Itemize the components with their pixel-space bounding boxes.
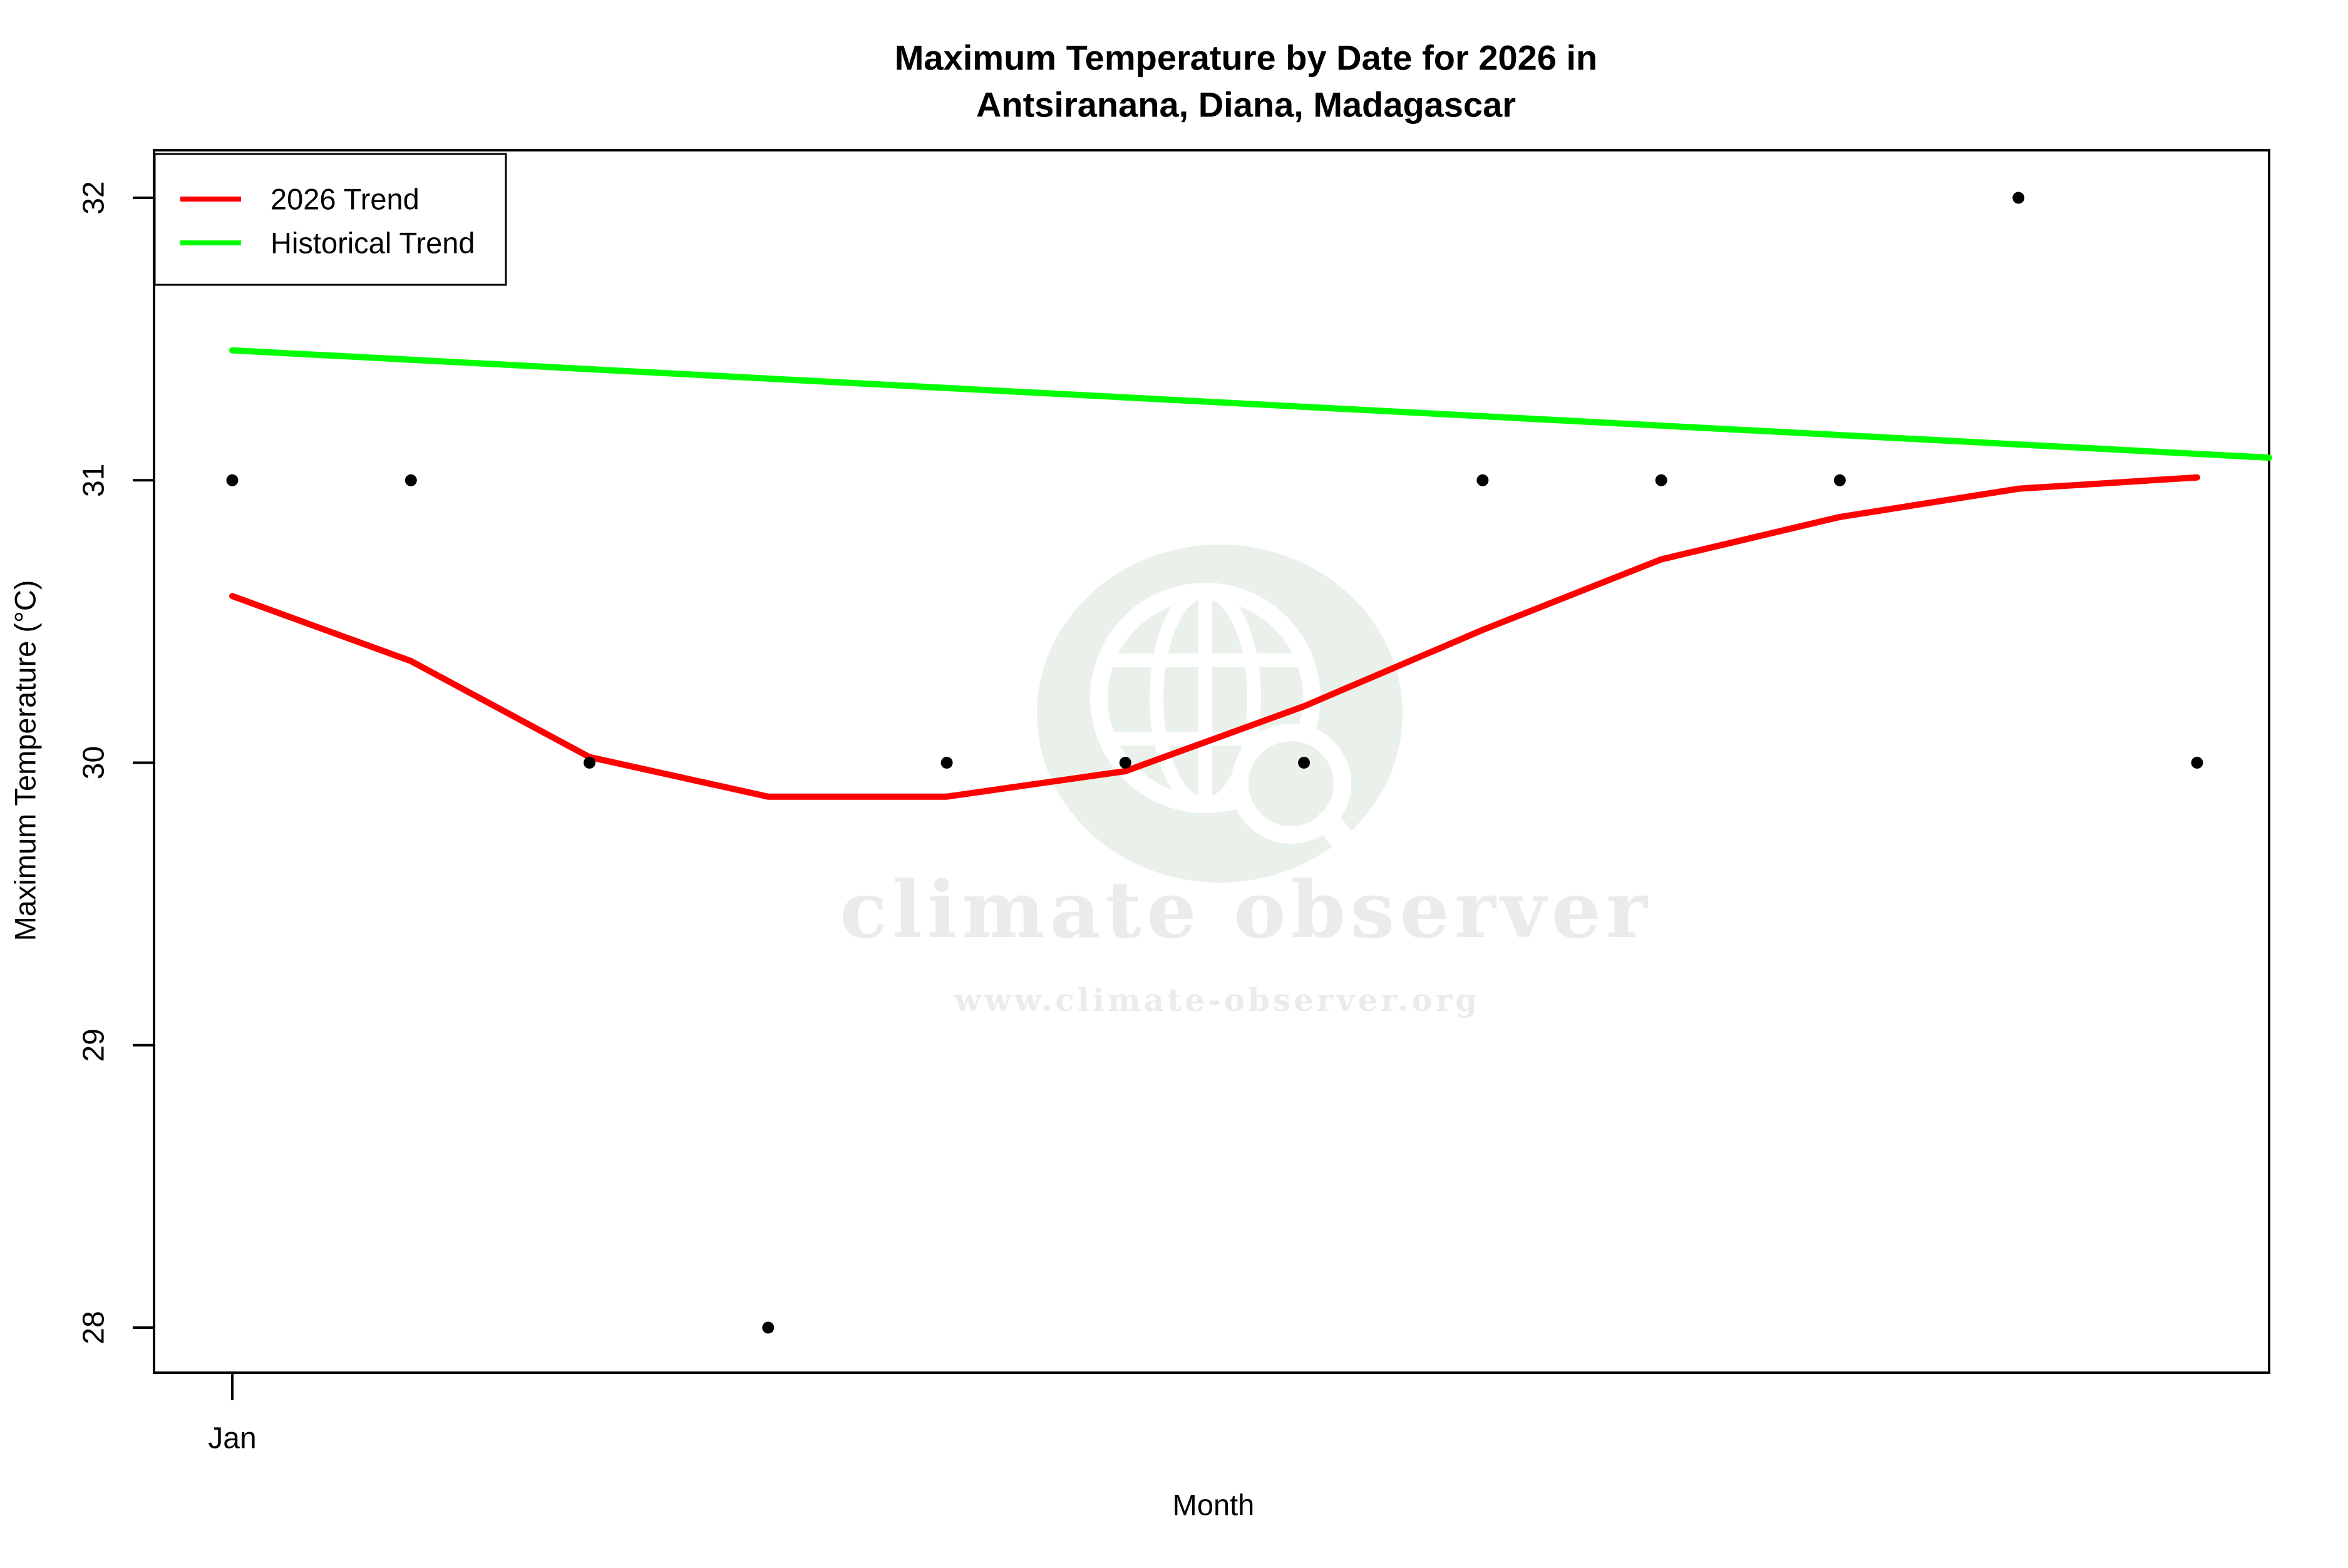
- data-point: [941, 757, 953, 769]
- x-axis-title: Month: [1173, 1489, 1255, 1522]
- data-point: [1120, 757, 1131, 769]
- watermark-brand-text: climate observer: [840, 864, 1652, 956]
- watermark: climate observer www.climate-observer.or…: [840, 545, 1652, 1018]
- legend: 2026 Trend Historical Trend: [155, 154, 506, 285]
- x-tick-label: Jan: [208, 1422, 256, 1455]
- data-point: [584, 757, 595, 769]
- legend-label-historical-trend: Historical Trend: [270, 227, 475, 260]
- data-point: [2191, 757, 2203, 769]
- y-tick-label: 32: [78, 181, 111, 214]
- chart-title-line-2: Antsiranana, Diana, Madagascar: [976, 85, 1516, 125]
- data-point: [762, 1322, 774, 1334]
- y-axis-ticks: 32 31 30 29 28: [78, 181, 155, 1344]
- y-axis-title: Maximum Temperature (°C): [9, 580, 42, 941]
- y-tick-label: 30: [78, 746, 111, 779]
- y-tick-label: 28: [78, 1311, 111, 1344]
- data-point: [1834, 474, 1846, 486]
- y-tick-label: 31: [78, 464, 111, 497]
- data-point: [1476, 474, 1488, 486]
- data-point: [1298, 757, 1310, 769]
- chart-title-line-1: Maximum Temperature by Date for 2026 in: [895, 38, 1597, 78]
- y-tick-label: 29: [78, 1028, 111, 1062]
- data-point: [227, 474, 239, 486]
- data-point: [405, 474, 417, 486]
- data-point: [1655, 474, 1667, 486]
- legend-label-2026-trend: 2026 Trend: [270, 183, 420, 216]
- x-axis-ticks: Jan: [208, 1373, 256, 1455]
- watermark-url-text: www.climate-observer.org: [954, 981, 1480, 1018]
- data-point: [2012, 192, 2024, 204]
- legend-box: [155, 154, 506, 285]
- trend-line-historical: [232, 351, 2269, 458]
